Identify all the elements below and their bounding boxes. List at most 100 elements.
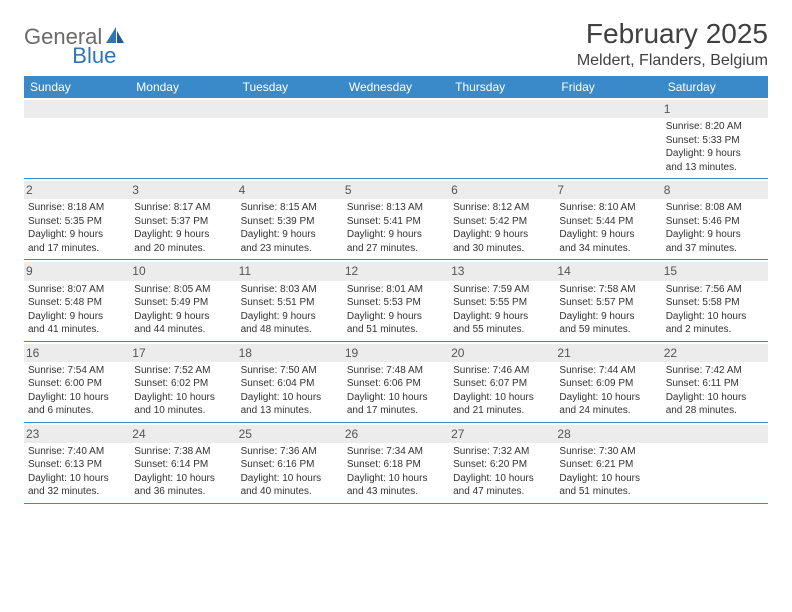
day-detail-line: and 51 minutes. [347, 323, 445, 337]
day-details: Sunrise: 8:01 AMSunset: 5:53 PMDaylight:… [347, 283, 445, 337]
day-detail-line: Sunrise: 8:12 AM [453, 201, 551, 215]
day-cell: 14Sunrise: 7:58 AMSunset: 5:57 PMDayligh… [555, 260, 661, 340]
weekday-header-row: Sunday Monday Tuesday Wednesday Thursday… [24, 76, 768, 98]
day-details: Sunrise: 7:32 AMSunset: 6:20 PMDaylight:… [453, 445, 551, 499]
weekday-friday: Friday [555, 76, 661, 98]
day-detail-line: Sunset: 6:00 PM [28, 377, 126, 391]
day-detail-line: Daylight: 9 hours [241, 228, 339, 242]
day-number: 14 [555, 262, 661, 280]
day-detail-line: Daylight: 10 hours [241, 472, 339, 486]
day-detail-line: and 59 minutes. [559, 323, 657, 337]
day-detail-line: Sunset: 6:18 PM [347, 458, 445, 472]
day-details: Sunrise: 8:17 AMSunset: 5:37 PMDaylight:… [134, 201, 232, 255]
day-cell: 1 Sunrise: 8:20 AMSunset: 5:33 PMDaylight… [662, 98, 768, 178]
day-number: 23 [24, 425, 130, 443]
day-detail-line: Daylight: 9 hours [347, 310, 445, 324]
day-details: Sunrise: 7:36 AMSunset: 6:16 PMDaylight:… [241, 445, 339, 499]
day-number: 28 [555, 425, 661, 443]
day-detail-line: Sunset: 5:33 PM [666, 134, 764, 148]
day-detail-line: and 30 minutes. [453, 242, 551, 256]
week-row: 16 Sunrise: 7:54 AMSunset: 6:00 PMDayligh… [24, 342, 768, 423]
day-details: Sunrise: 8:20 AMSunset: 5:33 PMDaylight:… [666, 120, 764, 174]
day-detail-line: Sunset: 5:57 PM [559, 296, 657, 310]
day-detail-line: Daylight: 10 hours [666, 391, 764, 405]
day-detail-line: and 17 minutes. [347, 404, 445, 418]
day-number: 22 [662, 344, 768, 362]
day-details: Sunrise: 7:40 AMSunset: 6:13 PMDaylight:… [28, 445, 126, 499]
month-title: February 2025 [577, 18, 768, 50]
day-number: 16 [24, 344, 130, 362]
day-details: Sunrise: 7:52 AMSunset: 6:02 PMDaylight:… [134, 364, 232, 418]
day-number: 25 [237, 425, 343, 443]
day-details: Sunrise: 7:54 AMSunset: 6:00 PMDaylight:… [28, 364, 126, 418]
day-detail-line: and 41 minutes. [28, 323, 126, 337]
day-detail-line: Daylight: 10 hours [28, 472, 126, 486]
day-cell: 21Sunrise: 7:44 AMSunset: 6:09 PMDayligh… [555, 342, 661, 422]
day-details: Sunrise: 7:50 AMSunset: 6:04 PMDaylight:… [241, 364, 339, 418]
day-cell: 7Sunrise: 8:10 AMSunset: 5:44 PMDaylight… [555, 179, 661, 259]
day-detail-line: Sunset: 5:37 PM [134, 215, 232, 229]
day-number: 13 [449, 262, 555, 280]
day-detail-line: Sunrise: 7:56 AM [666, 283, 764, 297]
day-number [130, 100, 236, 118]
day-detail-line: Sunset: 6:14 PM [134, 458, 232, 472]
day-detail-line: and 27 minutes. [347, 242, 445, 256]
day-detail-line: Sunrise: 8:03 AM [241, 283, 339, 297]
day-number: 20 [449, 344, 555, 362]
day-detail-line: Sunrise: 7:42 AM [666, 364, 764, 378]
day-detail-line: Daylight: 10 hours [28, 391, 126, 405]
day-detail-line: Sunrise: 7:36 AM [241, 445, 339, 459]
day-detail-line: Sunrise: 7:50 AM [241, 364, 339, 378]
day-details: Sunrise: 7:48 AMSunset: 6:06 PMDaylight:… [347, 364, 445, 418]
calendar-page: General Blue February 2025 Meldert, Flan… [0, 0, 792, 522]
day-detail-line: Daylight: 9 hours [134, 228, 232, 242]
day-detail-line: Sunset: 6:07 PM [453, 377, 551, 391]
day-details: Sunrise: 8:07 AMSunset: 5:48 PMDaylight:… [28, 283, 126, 337]
day-detail-line: Daylight: 9 hours [28, 228, 126, 242]
day-detail-line: Sunset: 5:51 PM [241, 296, 339, 310]
day-detail-line: and 37 minutes. [666, 242, 764, 256]
day-number: 15 [662, 262, 768, 280]
day-number: 3 [130, 181, 236, 199]
day-detail-line: and 43 minutes. [347, 485, 445, 499]
day-detail-line: and 13 minutes. [241, 404, 339, 418]
day-detail-line: Sunset: 5:46 PM [666, 215, 764, 229]
day-detail-line: Sunset: 5:39 PM [241, 215, 339, 229]
day-detail-line: Sunrise: 8:01 AM [347, 283, 445, 297]
day-details: Sunrise: 8:08 AMSunset: 5:46 PMDaylight:… [666, 201, 764, 255]
day-number: 24 [130, 425, 236, 443]
day-cell [555, 98, 661, 178]
day-details: Sunrise: 7:59 AMSunset: 5:55 PMDaylight:… [453, 283, 551, 337]
day-detail-line: and 40 minutes. [241, 485, 339, 499]
day-detail-line: Daylight: 9 hours [28, 310, 126, 324]
day-cell [237, 98, 343, 178]
day-detail-line: and 23 minutes. [241, 242, 339, 256]
day-cell [449, 98, 555, 178]
day-detail-line: Daylight: 9 hours [559, 310, 657, 324]
day-detail-line: Sunrise: 8:20 AM [666, 120, 764, 134]
day-number [24, 100, 130, 118]
day-detail-line: Sunset: 5:58 PM [666, 296, 764, 310]
weekday-monday: Monday [130, 76, 236, 98]
day-number: 12 [343, 262, 449, 280]
day-number: 4 [237, 181, 343, 199]
day-number: 1 [662, 100, 768, 118]
day-details: Sunrise: 8:18 AMSunset: 5:35 PMDaylight:… [28, 201, 126, 255]
week-row: 1 Sunrise: 8:20 AMSunset: 5:33 PMDaylight… [24, 98, 768, 179]
day-number: 18 [237, 344, 343, 362]
day-cell: 10Sunrise: 8:05 AMSunset: 5:49 PMDayligh… [130, 260, 236, 340]
day-cell: 8Sunrise: 8:08 AMSunset: 5:46 PMDaylight… [662, 179, 768, 259]
day-detail-line: Sunset: 6:04 PM [241, 377, 339, 391]
day-cell [662, 423, 768, 503]
day-detail-line: Daylight: 9 hours [347, 228, 445, 242]
day-cell: 24Sunrise: 7:38 AMSunset: 6:14 PMDayligh… [130, 423, 236, 503]
day-cell [343, 98, 449, 178]
day-detail-line: Sunset: 6:13 PM [28, 458, 126, 472]
title-block: February 2025 Meldert, Flanders, Belgium [577, 18, 768, 70]
day-detail-line: Sunrise: 8:13 AM [347, 201, 445, 215]
day-detail-line: Sunset: 5:41 PM [347, 215, 445, 229]
day-detail-line: Sunrise: 7:46 AM [453, 364, 551, 378]
day-detail-line: and 13 minutes. [666, 161, 764, 175]
location-text: Meldert, Flanders, Belgium [577, 52, 768, 70]
day-detail-line: Sunset: 6:09 PM [559, 377, 657, 391]
